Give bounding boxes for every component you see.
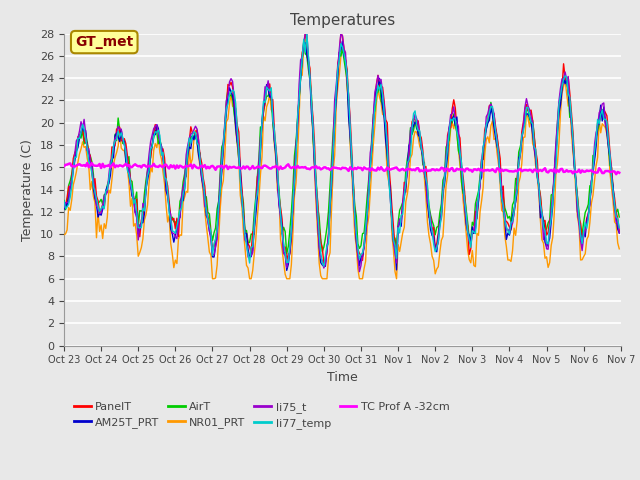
Text: GT_met: GT_met — [75, 35, 133, 49]
Legend: PanelT, AM25T_PRT, AirT, NR01_PRT, li75_t, li77_temp, TC Prof A -32cm: PanelT, AM25T_PRT, AirT, NR01_PRT, li75_… — [70, 397, 454, 433]
Y-axis label: Temperature (C): Temperature (C) — [22, 139, 35, 240]
X-axis label: Time: Time — [327, 371, 358, 384]
Title: Temperatures: Temperatures — [290, 13, 395, 28]
